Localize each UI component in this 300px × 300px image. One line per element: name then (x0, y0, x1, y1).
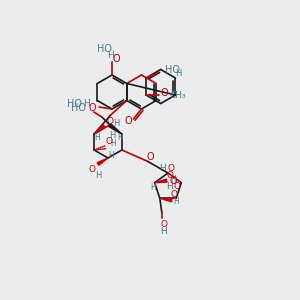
Text: HO: HO (67, 99, 82, 109)
Text: O: O (170, 190, 177, 199)
Text: H: H (117, 134, 123, 142)
Text: H: H (109, 130, 116, 140)
Text: O: O (160, 220, 167, 229)
Text: H: H (110, 140, 116, 148)
Text: H: H (113, 119, 119, 128)
Text: O: O (106, 118, 114, 127)
Polygon shape (160, 198, 172, 202)
Text: H: H (159, 164, 166, 173)
Text: O: O (167, 164, 174, 173)
Text: O: O (173, 182, 180, 191)
Text: O: O (160, 88, 168, 98)
Text: H: H (108, 151, 114, 160)
Text: O: O (124, 116, 132, 126)
Polygon shape (109, 124, 122, 134)
Text: O: O (146, 152, 154, 163)
Text: O: O (88, 103, 96, 113)
Text: H: H (170, 175, 176, 184)
Text: HO: HO (71, 103, 86, 113)
Text: O: O (169, 176, 177, 186)
Text: O: O (106, 137, 112, 146)
Polygon shape (97, 158, 108, 165)
Text: HO: HO (97, 44, 112, 54)
Text: O: O (112, 54, 120, 64)
Text: H: H (94, 134, 100, 142)
Text: HO: HO (165, 65, 180, 75)
Text: H: H (106, 50, 113, 59)
Text: O: O (166, 171, 173, 180)
Text: H: H (160, 227, 167, 236)
Text: CH₃: CH₃ (169, 92, 186, 100)
Polygon shape (94, 125, 105, 134)
Text: O: O (88, 166, 95, 175)
Text: H: H (83, 100, 90, 109)
Text: H: H (175, 68, 181, 77)
Polygon shape (155, 179, 167, 183)
Text: H: H (167, 182, 173, 191)
Text: H: H (173, 197, 178, 206)
Text: H: H (95, 172, 101, 181)
Text: H: H (150, 183, 156, 192)
